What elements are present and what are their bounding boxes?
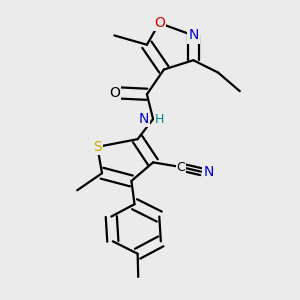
Text: N: N: [204, 165, 214, 179]
Text: O: O: [154, 16, 165, 30]
Text: H: H: [154, 112, 164, 125]
Text: C: C: [177, 160, 185, 173]
Text: N: N: [139, 112, 149, 126]
Text: S: S: [93, 140, 102, 154]
Text: O: O: [109, 86, 120, 100]
Text: N: N: [188, 28, 199, 42]
